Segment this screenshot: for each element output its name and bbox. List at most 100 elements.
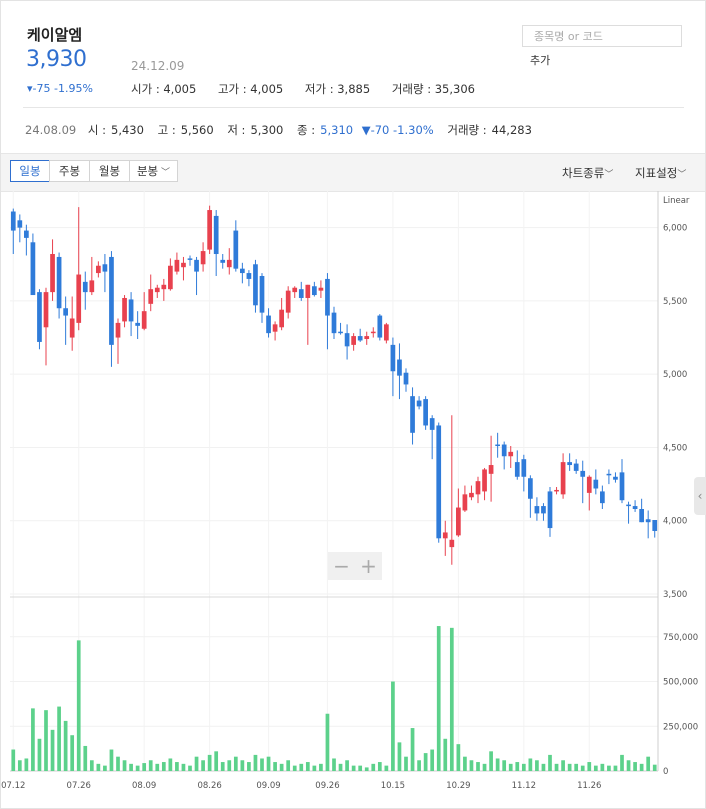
volume-bar [312,765,317,771]
search-input[interactable]: 종목명 or 코드 [522,25,682,47]
volume-bar [89,760,94,771]
candle-body [43,292,49,328]
candle-body [266,315,271,334]
candle-body [416,400,422,407]
hover-close: 5,310 [320,123,354,137]
volume-bar [397,742,402,771]
volume-bar [116,756,120,771]
candle-body [364,336,370,340]
tab-minute[interactable]: 분봉 ﹀ [129,160,178,182]
volume-tick-label: 250,000 [663,722,698,732]
chevron-down-icon: ﹀ [604,170,614,180]
tab-weekly[interactable]: 주봉 [49,160,90,182]
volume-bar [391,681,395,771]
volume-bar [384,765,389,771]
price-date: 24.12.09 [131,59,185,73]
volume-bar [220,762,225,771]
add-button[interactable]: 추가 [530,54,551,67]
chart-type-dropdown[interactable]: 차트종류﹀ [562,165,613,181]
volume-bar [587,762,592,771]
candle-body [246,273,252,279]
volume-bar [319,763,323,771]
candle-body [213,215,219,255]
candle-body [482,469,487,492]
indicator-settings-dropdown[interactable]: 지표설정﹀ [635,165,686,181]
volume-bar [188,765,192,771]
candle-body [619,472,625,501]
candle-body [174,259,180,272]
candle-body [115,322,121,338]
volume-bar [567,763,572,771]
candlestick-chart[interactable]: 6,000 5,500 5,000 4,500 4,000 3,500 Linear 07.1… [0,191,706,791]
trade-volume: 거래량 : 35,306 [391,82,475,96]
volume-bar [646,756,651,771]
volume-bar [168,758,173,771]
x-tick-label: 08.26 [197,781,221,791]
volume-bar [201,760,205,771]
candle-body [272,324,278,332]
hover-high: 5,560 [180,123,214,137]
x-tick-label: 09.26 [315,781,339,791]
candle-body [24,230,29,238]
candle-body [645,519,651,523]
candle-body [357,336,363,341]
candle-body [161,284,167,290]
volume-bar [508,763,513,771]
tab-monthly[interactable]: 월봉 [89,160,130,182]
side-panel-toggle[interactable]: ‹ [694,477,706,515]
candle-body [377,315,383,338]
candle-body [541,506,546,514]
volume-bar [17,760,22,771]
volume-bar [37,738,42,771]
candle-body [141,311,147,329]
volume-bar [240,760,245,771]
hover-open: 5,430 [111,123,144,137]
candle-body [220,259,226,263]
volume-bar [253,754,258,771]
candle-body [318,287,324,291]
candle-body [187,258,193,260]
hover-low-label: 저 : [227,123,246,137]
volume-bar [593,765,598,771]
volume-bar [63,720,68,771]
candle-body [181,262,186,268]
zoom-out-button[interactable]: − [333,554,350,578]
candle-body [148,289,154,304]
volume-bar [181,763,186,771]
volume-bar [279,763,284,771]
low-price: 저가 : 3,885 [304,82,371,96]
candle-body [456,507,461,536]
candle-body [194,259,199,272]
chevron-down-icon: ﹀ [677,170,687,180]
volume-bar [574,763,579,771]
candle-body [325,278,330,316]
candle-body [390,344,396,372]
x-tick-label: 07.12 [1,781,25,791]
volume-bar [521,763,526,771]
candle-body [613,476,618,480]
tab-daily[interactable]: 일봉 [10,160,50,182]
candle-body [632,506,638,510]
candle-body [109,256,114,345]
volume-bar [410,728,415,771]
candle-body [508,451,514,457]
open-price: 시가 : 4,005 [131,82,197,96]
candle-body [580,470,586,477]
volume-bar [44,710,48,771]
x-tick-label: 11.12 [512,781,536,791]
candle-body [344,333,350,347]
candle-body [501,444,507,457]
volume-bar [436,626,441,771]
volume-bar [129,763,133,771]
volume-bar [489,751,493,771]
candle-body [279,309,284,328]
volume-bar [404,756,408,771]
candle-body [76,274,82,323]
x-tick-label: 11.26 [577,781,601,791]
candle-body [50,254,55,293]
candle-body [442,532,448,539]
daily-summary: 시가 : 4,005 고가 : 4,005 저가 : 3,885 거래량 : 3… [131,81,493,97]
volume-bar [299,763,304,771]
volume-bar [541,763,546,771]
zoom-in-button[interactable]: + [360,554,377,578]
